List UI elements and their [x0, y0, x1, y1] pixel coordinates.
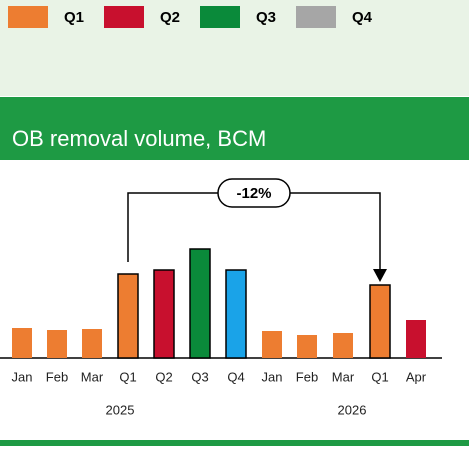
x-tick-label: Q2 [155, 369, 172, 384]
bar [406, 320, 426, 358]
x-group-label: 2025 [106, 402, 135, 417]
legend-label: Q3 [256, 9, 276, 26]
x-tick-label: Feb [46, 369, 68, 384]
legend-label: Q2 [160, 9, 180, 26]
x-tick-label: Q3 [191, 369, 208, 384]
bar [189, 248, 211, 359]
x-tick-label: Q4 [227, 369, 244, 384]
x-group-label: 2026 [338, 402, 367, 417]
annotation-label: -12% [236, 185, 271, 202]
x-tick-label: Jan [262, 369, 283, 384]
bar [117, 273, 139, 359]
x-tick-label: Jan [12, 369, 33, 384]
x-tick-label: Mar [332, 369, 355, 384]
title-banner [0, 97, 469, 160]
x-tick-label: Q1 [119, 369, 136, 384]
bottom-bar [0, 440, 469, 446]
legend-swatch [8, 6, 48, 28]
annotation-box [217, 178, 291, 208]
x-tick-label: Q1 [371, 369, 388, 384]
bar [333, 333, 353, 358]
bar [153, 269, 175, 359]
bar [225, 269, 247, 359]
bar [297, 335, 317, 358]
bar [82, 329, 102, 358]
legend-swatch [296, 6, 336, 28]
bar [262, 331, 282, 358]
legend-label: Q4 [352, 9, 373, 26]
legend-label: Q1 [64, 9, 84, 26]
legend-swatch [104, 6, 144, 28]
bar [369, 284, 391, 359]
annotation-arrow [373, 269, 387, 282]
x-tick-label: Mar [81, 369, 104, 384]
chart-title: OB removal volume, BCM [12, 126, 266, 151]
legend-swatch [200, 6, 240, 28]
x-tick-label: Apr [406, 369, 427, 384]
x-tick-label: Feb [296, 369, 318, 384]
bar [12, 328, 32, 358]
bar [47, 330, 67, 358]
